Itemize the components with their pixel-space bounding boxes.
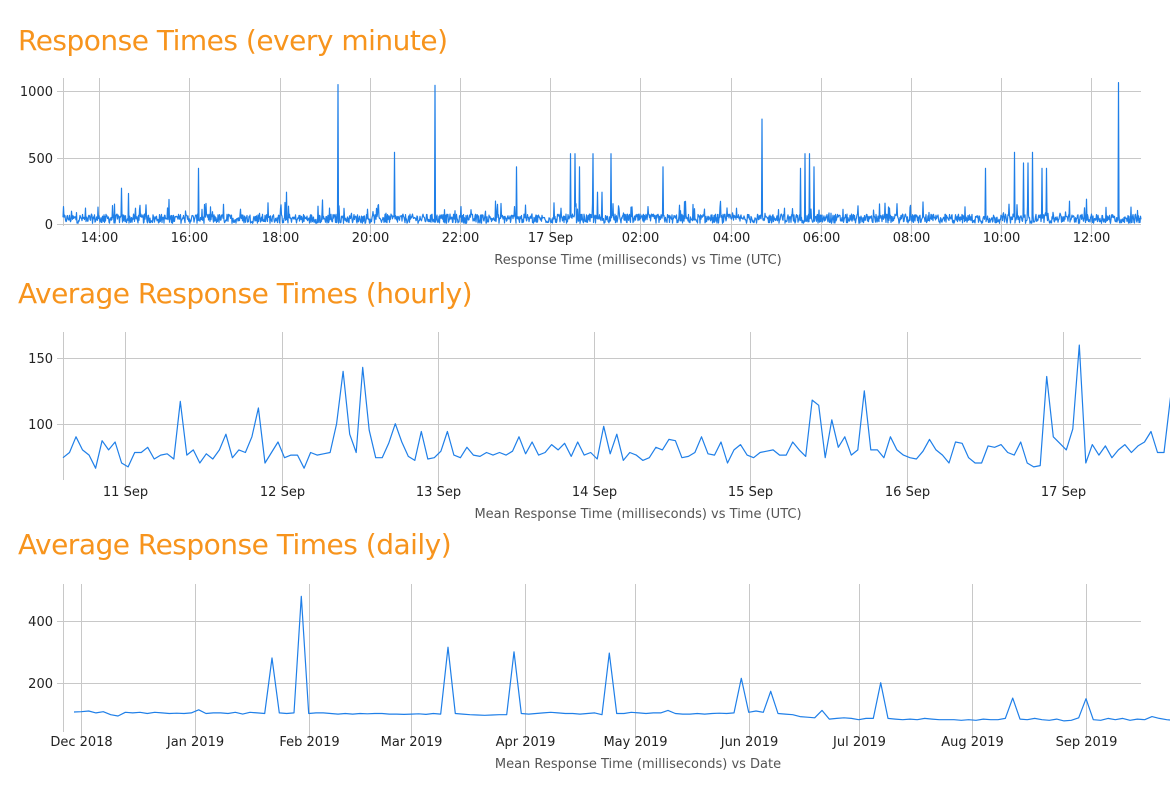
x-tick-label: 12:00 xyxy=(1073,231,1110,246)
x-tick-label: 16 Sep xyxy=(885,485,930,500)
x-tick-label: 22:00 xyxy=(442,231,479,246)
x-tick-label: Mar 2019 xyxy=(381,735,443,750)
chart-3-title: Average Response Times (daily) xyxy=(18,528,452,561)
series-line xyxy=(62,344,1170,469)
x-tick-label: 18:00 xyxy=(262,231,299,246)
chart-2-title: Average Response Times (hourly) xyxy=(18,277,473,310)
y-tick-label: 200 xyxy=(28,677,53,692)
x-tick-label: 12 Sep xyxy=(260,485,305,500)
x-axis-caption: Mean Response Time (milliseconds) vs Tim… xyxy=(474,507,801,522)
x-tick-label: 10:00 xyxy=(983,231,1020,246)
x-tick-label: 20:00 xyxy=(352,231,389,246)
x-tick-label: 17 Sep xyxy=(1041,485,1086,500)
x-axis-caption: Response Time (milliseconds) vs Time (UT… xyxy=(494,253,782,268)
x-tick-label: Aug 2019 xyxy=(941,735,1004,750)
y-tick-label: 1000 xyxy=(20,85,53,100)
x-tick-label: 06:00 xyxy=(803,231,840,246)
x-tick-label: 17 Sep xyxy=(528,231,573,246)
x-tick-label: Jul 2019 xyxy=(832,735,886,750)
x-tick-label: 14:00 xyxy=(81,231,118,246)
x-tick-label: Jan 2019 xyxy=(166,735,224,750)
y-tick-label: 100 xyxy=(28,418,53,433)
x-tick-label: 04:00 xyxy=(713,231,750,246)
daily-response-chart: Dec 2018 Jan 2019 Feb 2019 Mar 2019 Apr 2019… xyxy=(28,584,1170,772)
y-tick-label: 0 xyxy=(45,218,53,233)
x-tick-label: Jun 2019 xyxy=(720,735,779,750)
chart-1-title: Response Times (every minute) xyxy=(18,24,448,57)
x-axis-caption: Mean Response Time (milliseconds) vs Dat… xyxy=(495,757,781,772)
x-tick-label: 14 Sep xyxy=(572,485,617,500)
x-tick-label: 02:00 xyxy=(622,231,659,246)
x-tick-label: 13 Sep xyxy=(416,485,461,500)
hourly-response-chart: 11 Sep 12 Sep 13 Sep 14 Sep 15 Sep 16 Sep 17 S… xyxy=(28,332,1170,522)
y-tick-label: 500 xyxy=(28,152,53,167)
x-tick-label: Dec 2018 xyxy=(50,735,112,750)
series-line xyxy=(73,595,1170,722)
x-tick-label: 11 Sep xyxy=(103,485,148,500)
x-tick-label: Feb 2019 xyxy=(279,735,339,750)
x-tick-label: 15 Sep xyxy=(728,485,773,500)
y-tick-label: 150 xyxy=(28,352,53,367)
x-tick-label: Sep 2019 xyxy=(1056,735,1118,750)
x-tick-label: 16:00 xyxy=(171,231,208,246)
x-tick-label: May 2019 xyxy=(603,735,667,750)
y-tick-label: 400 xyxy=(28,615,53,630)
series-line xyxy=(62,82,1142,224)
x-tick-label: 08:00 xyxy=(893,231,930,246)
minute-response-chart: 14:00 16:00 18:00 20:00 22:00 17 Sep 02:00 04:0… xyxy=(20,78,1142,268)
x-tick-label: Apr 2019 xyxy=(496,735,556,750)
